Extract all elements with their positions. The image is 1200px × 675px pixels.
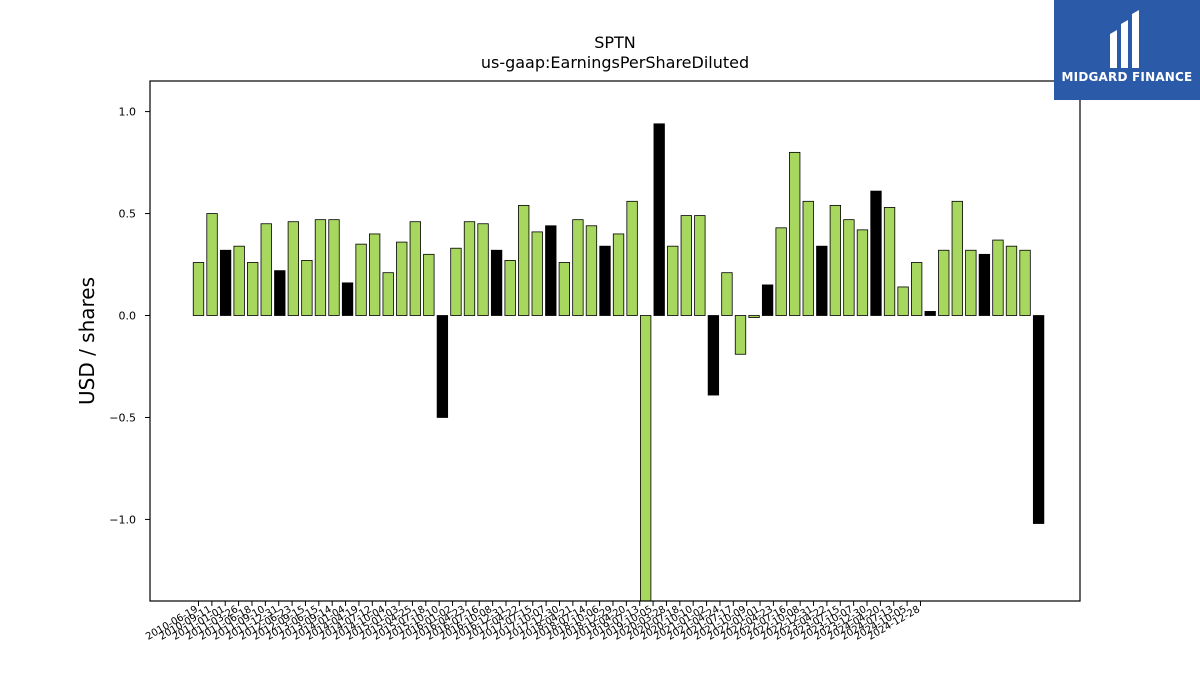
bar bbox=[843, 219, 855, 316]
bar bbox=[694, 215, 706, 316]
bar bbox=[247, 262, 259, 316]
y-tick-label: 0.0 bbox=[119, 310, 137, 323]
logo-text: MIDGARD FINANCE bbox=[1061, 70, 1193, 84]
y-tick-label: −1.0 bbox=[109, 513, 136, 526]
bar bbox=[978, 253, 991, 316]
bar bbox=[667, 245, 679, 316]
bar bbox=[599, 245, 611, 316]
bar bbox=[558, 262, 570, 316]
bar bbox=[219, 249, 232, 316]
y-tick-label: −0.5 bbox=[109, 411, 136, 424]
bar bbox=[396, 241, 408, 316]
bar bbox=[992, 239, 1004, 316]
bar bbox=[802, 200, 814, 316]
bar bbox=[409, 221, 421, 316]
bar bbox=[368, 233, 381, 316]
bar bbox=[1019, 249, 1031, 316]
bar bbox=[721, 272, 733, 316]
bar bbox=[206, 213, 218, 316]
bar bbox=[789, 151, 801, 316]
bar bbox=[938, 249, 950, 316]
bar bbox=[328, 219, 340, 316]
bar bbox=[816, 245, 828, 316]
bars-layer bbox=[192, 123, 1045, 602]
bar bbox=[951, 200, 963, 316]
bar bbox=[260, 223, 272, 316]
bar bbox=[477, 223, 489, 316]
bar bbox=[450, 247, 462, 316]
y-axis: 1.0 0.5 0.0 −0.5 −1.0 bbox=[109, 106, 150, 526]
bar bbox=[233, 245, 245, 316]
bar bbox=[707, 315, 720, 396]
bar bbox=[314, 219, 327, 316]
y-tick-label: 0.5 bbox=[119, 208, 137, 221]
bar bbox=[490, 249, 503, 316]
bar bbox=[585, 225, 598, 316]
bar bbox=[965, 249, 977, 316]
bar bbox=[545, 225, 557, 316]
brand-logo: MIDGARD FINANCE bbox=[1054, 0, 1200, 100]
bar bbox=[192, 262, 205, 316]
bar bbox=[572, 219, 584, 316]
bar bbox=[423, 253, 435, 316]
bar bbox=[504, 260, 516, 316]
y-axis-label: USD / shares bbox=[75, 277, 99, 405]
plot-frame bbox=[149, 80, 1081, 602]
y-tick-label: 1.0 bbox=[119, 106, 137, 119]
bar bbox=[870, 190, 882, 316]
bar bbox=[301, 260, 313, 316]
logo-mark-icon bbox=[1110, 10, 1139, 68]
chart-subtitle: us-gaap:EarningsPerShareDiluted bbox=[480, 53, 750, 72]
bar bbox=[653, 123, 665, 316]
bar bbox=[626, 200, 638, 316]
bar bbox=[436, 315, 449, 418]
bar bbox=[897, 286, 909, 316]
bar bbox=[911, 262, 923, 316]
bar bbox=[274, 270, 286, 316]
bar bbox=[355, 243, 367, 316]
bar bbox=[1032, 315, 1045, 524]
bar bbox=[640, 315, 652, 602]
x-axis: 2010-06-192010-09-112011-01-012011-03-26… bbox=[144, 601, 922, 643]
bar bbox=[1005, 245, 1018, 316]
bar bbox=[734, 315, 747, 355]
bar bbox=[518, 204, 530, 316]
bar bbox=[924, 311, 936, 316]
bar bbox=[775, 227, 787, 316]
bar bbox=[612, 233, 625, 316]
bar bbox=[287, 221, 300, 316]
bar bbox=[748, 315, 760, 318]
chart-title: SPTN bbox=[594, 33, 636, 52]
bar bbox=[883, 207, 896, 316]
bar bbox=[829, 204, 841, 316]
bar bbox=[531, 231, 543, 316]
bar bbox=[761, 284, 774, 316]
bar bbox=[382, 272, 394, 316]
bar bbox=[680, 215, 692, 316]
bar bbox=[463, 221, 476, 316]
bar bbox=[856, 229, 869, 316]
bar bbox=[341, 282, 354, 316]
